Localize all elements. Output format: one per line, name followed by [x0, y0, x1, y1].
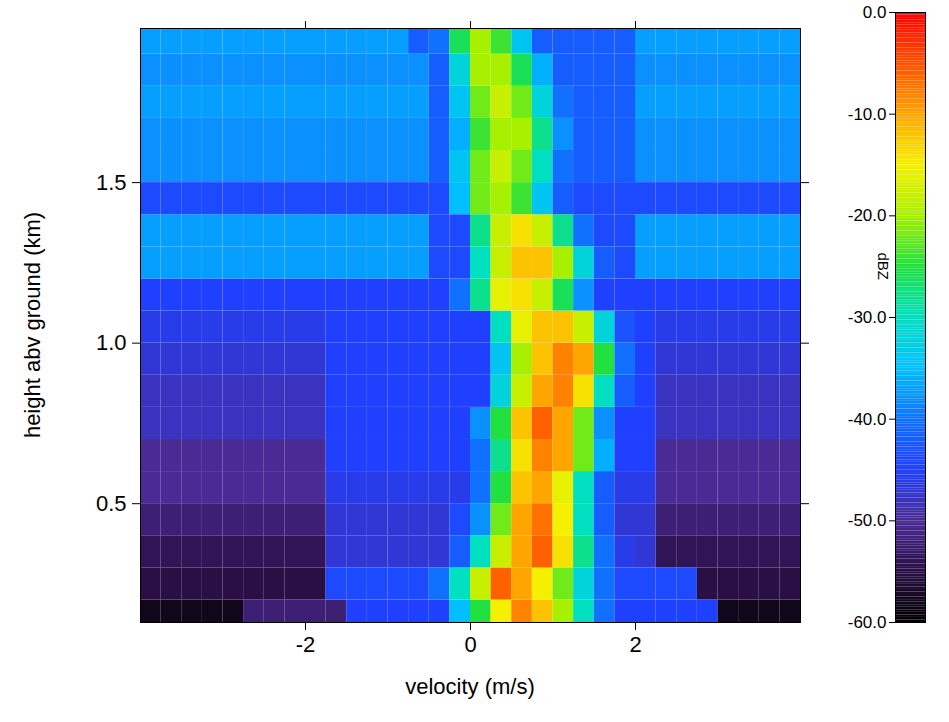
svg-text:-30.0: -30.0: [848, 308, 887, 327]
svg-text:dBZ: dBZ: [875, 252, 892, 280]
svg-text:-60.0: -60.0: [848, 613, 887, 632]
svg-text:0: 0: [464, 632, 476, 657]
svg-text:1.0: 1.0: [96, 330, 127, 355]
svg-text:-50.0: -50.0: [848, 511, 887, 530]
svg-text:velocity (m/s): velocity (m/s): [405, 674, 535, 699]
svg-text:height abv ground (km): height abv ground (km): [20, 212, 45, 438]
svg-text:0.5: 0.5: [96, 491, 127, 516]
svg-text:-20.0: -20.0: [848, 206, 887, 225]
svg-text:-10.0: -10.0: [848, 105, 887, 124]
svg-text:0.0: 0.0: [863, 3, 887, 22]
svg-text:1.5: 1.5: [96, 170, 127, 195]
svg-text:-40.0: -40.0: [848, 410, 887, 429]
svg-text:-2: -2: [296, 632, 316, 657]
svg-text:2: 2: [629, 632, 641, 657]
